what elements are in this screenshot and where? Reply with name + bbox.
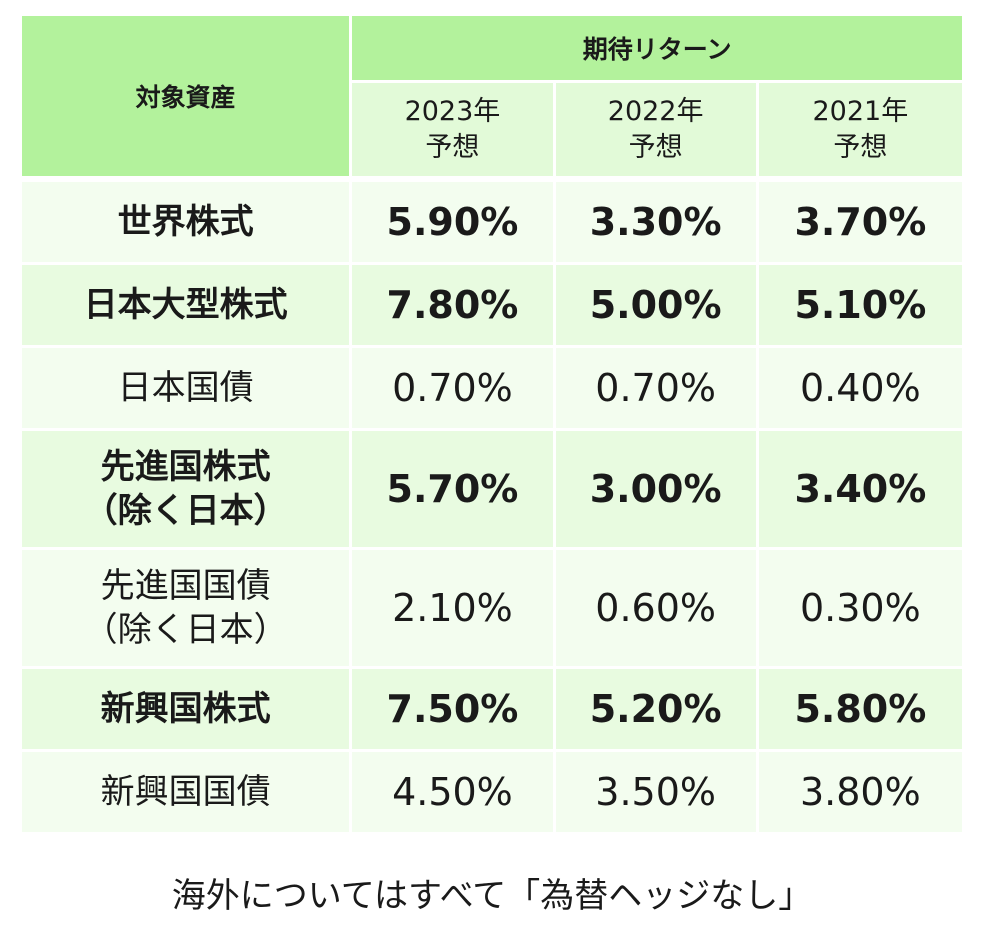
value-cell-2021: 3.80% bbox=[758, 752, 962, 835]
value-cell-2021: 3.40% bbox=[758, 431, 962, 550]
value-cell-2021: 0.30% bbox=[758, 550, 962, 669]
table-row: 新興国国債 4.50% 3.50% 3.80% bbox=[22, 752, 962, 835]
value-cell-2023: 4.50% bbox=[352, 752, 556, 835]
expected-return-table: 対象資産 期待リターン 2023年 予想 2022年 予想 2021年 予想 bbox=[22, 16, 962, 835]
asset-cell: 先進国株式 （除く日本） bbox=[22, 431, 353, 550]
value-cell-2023: 5.70% bbox=[352, 431, 556, 550]
table-row: 新興国株式 7.50% 5.20% 5.80% bbox=[22, 669, 962, 752]
value-cell-2023: 0.70% bbox=[352, 348, 556, 431]
value-cell-2022: 3.50% bbox=[555, 752, 759, 835]
header-year-2022-line2: 予想 bbox=[628, 131, 683, 163]
header-year-2022-line1: 2022年 bbox=[607, 95, 704, 127]
header-asset: 対象資産 bbox=[22, 16, 353, 182]
asset-label: 新興国国債 bbox=[100, 772, 271, 812]
asset-cell: 世界株式 bbox=[22, 182, 353, 265]
table-row: 先進国株式 （除く日本） 5.70% 3.00% 3.40% bbox=[22, 431, 962, 550]
value-cell-2021: 0.40% bbox=[758, 348, 962, 431]
table-row: 日本大型株式 7.80% 5.00% 5.10% bbox=[22, 265, 962, 348]
asset-label-sub: （除く日本） bbox=[83, 491, 288, 531]
asset-label: 世界株式 bbox=[117, 202, 254, 242]
value-cell-2021: 3.70% bbox=[758, 182, 962, 265]
asset-cell: 日本国債 bbox=[22, 348, 353, 431]
header-year-2021-line2: 予想 bbox=[833, 131, 888, 163]
asset-label: 新興国株式 bbox=[100, 689, 271, 729]
value-cell-2023: 7.80% bbox=[352, 265, 556, 348]
asset-cell: 先進国国債 （除く日本） bbox=[22, 550, 353, 669]
value-cell-2023: 2.10% bbox=[352, 550, 556, 669]
asset-label: 日本大型株式 bbox=[83, 285, 288, 325]
footnote: 海外についてはすべて「為替ヘッジなし」 bbox=[171, 876, 813, 916]
header-year-2022: 2022年 予想 bbox=[555, 83, 759, 182]
value-cell-2021: 5.80% bbox=[758, 669, 962, 752]
value-cell-2022: 0.70% bbox=[555, 348, 759, 431]
value-cell-2021: 5.10% bbox=[758, 265, 962, 348]
value-cell-2022: 5.20% bbox=[555, 669, 759, 752]
header-year-2023-line1: 2023年 bbox=[404, 95, 501, 127]
value-cell-2022: 3.30% bbox=[555, 182, 759, 265]
header-year-2023: 2023年 予想 bbox=[352, 83, 556, 182]
asset-cell: 新興国株式 bbox=[22, 669, 353, 752]
value-cell-2023: 5.90% bbox=[352, 182, 556, 265]
table-row: 日本国債 0.70% 0.70% 0.40% bbox=[22, 348, 962, 431]
expected-return-table-container: 対象資産 期待リターン 2023年 予想 2022年 予想 2021年 予想 bbox=[22, 16, 962, 835]
asset-cell: 新興国国債 bbox=[22, 752, 353, 835]
table-row: 先進国国債 （除く日本） 2.10% 0.60% 0.30% bbox=[22, 550, 962, 669]
value-cell-2023: 7.50% bbox=[352, 669, 556, 752]
table-row: 世界株式 5.90% 3.30% 3.70% bbox=[22, 182, 962, 265]
header-year-2021-line1: 2021年 bbox=[812, 95, 909, 127]
value-cell-2022: 3.00% bbox=[555, 431, 759, 550]
header-year-2023-line2: 予想 bbox=[425, 131, 480, 163]
asset-label-sub: （除く日本） bbox=[83, 610, 288, 650]
header-expected-return: 期待リターン bbox=[352, 16, 962, 84]
value-cell-2022: 0.60% bbox=[555, 550, 759, 669]
asset-label: 先進国国債 bbox=[100, 566, 271, 606]
asset-label: 先進国株式 bbox=[100, 447, 271, 487]
asset-label: 日本国債 bbox=[117, 368, 254, 408]
value-cell-2022: 5.00% bbox=[555, 265, 759, 348]
header-year-2021: 2021年 予想 bbox=[758, 83, 962, 182]
asset-cell: 日本大型株式 bbox=[22, 265, 353, 348]
